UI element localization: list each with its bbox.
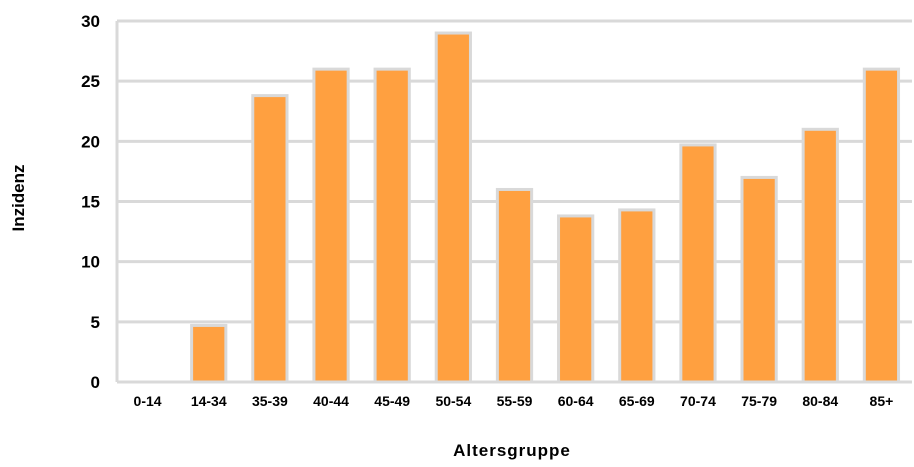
- y-tick-labels: 0 5 10 15 20 25 30: [81, 12, 100, 392]
- bar-35-39: [251, 94, 289, 384]
- bar-60-64: [557, 214, 595, 384]
- bar-14-34: [190, 323, 228, 384]
- x-tick-label: 45-49: [374, 393, 410, 409]
- y-tick-label: 10: [81, 253, 100, 272]
- y-tick-label: 20: [81, 132, 100, 151]
- y-tick-label: 0: [91, 373, 100, 392]
- x-tick-label: 50-54: [435, 393, 471, 409]
- y-tick-label: 15: [81, 193, 100, 212]
- bars: [190, 31, 901, 384]
- y-tick-label: 25: [81, 72, 100, 91]
- x-tick-label: 40-44: [313, 393, 349, 409]
- y-tick-label: 5: [91, 313, 100, 332]
- bar-45-49: [373, 67, 411, 384]
- bar-80-84: [801, 127, 839, 384]
- bar-85+: [862, 67, 901, 384]
- x-tick-label: 60-64: [558, 393, 594, 409]
- x-tick-label: 85+: [870, 393, 894, 409]
- bar-40-44: [312, 67, 350, 384]
- x-tick-label: 55-59: [497, 393, 533, 409]
- x-tick-label: 70-74: [680, 393, 716, 409]
- bar-55-59: [495, 187, 534, 384]
- bar-75-79: [740, 175, 778, 384]
- x-axis-title: Altersgruppe: [453, 441, 571, 460]
- y-axis-title: Inzidenz: [9, 164, 28, 231]
- x-tick-label: 0-14: [134, 393, 162, 409]
- x-tick-label: 35-39: [252, 393, 288, 409]
- bar-50-54: [434, 31, 472, 384]
- y-tick-label: 30: [81, 12, 100, 31]
- x-tick-label: 80-84: [802, 393, 838, 409]
- x-tick-label: 75-79: [741, 393, 777, 409]
- x-tick-label: 14-34: [191, 393, 227, 409]
- x-tick-label: 65-69: [619, 393, 655, 409]
- bar-65-69: [618, 208, 656, 384]
- x-tick-labels: 0-14 14-34 35-39 40-44 45-49 50-54 55-59 60-64 6…: [134, 393, 894, 409]
- bar-70-74: [679, 143, 717, 384]
